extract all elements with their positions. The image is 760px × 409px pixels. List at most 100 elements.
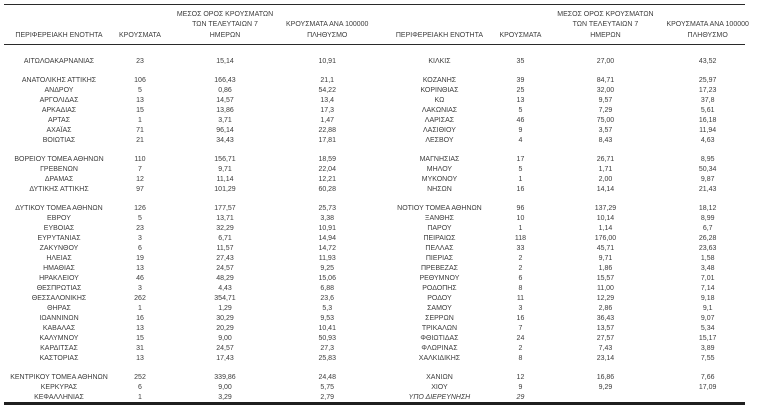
per-100k-cell: 43,52 xyxy=(698,58,717,65)
cases-cell: 16 xyxy=(516,315,525,322)
per-100k-cell: 15,17 xyxy=(698,335,717,342)
per-100k-cell: 6,7 xyxy=(702,225,713,232)
region-cell: ΕΥΒΟΙΑΣ xyxy=(43,225,75,232)
per-100k-cell: 23,6 xyxy=(320,295,335,302)
avg-7day-cell: 6,71 xyxy=(218,235,232,242)
per-100k-cell: 25,73 xyxy=(318,205,336,212)
region-cell: ΚΕΦΑΛΛΗΝΙΑΣ xyxy=(34,394,84,401)
per-100k-cell: 17,3 xyxy=(320,107,335,114)
region-cell: ΞΑΝΘΗΣ xyxy=(424,215,454,222)
avg-7day-cell: 9,29 xyxy=(598,384,613,391)
table-row: ΑΧΑΪΑΣ 71 96,14 22,88 xyxy=(2,126,368,136)
region-cell: ΑΡΚΑΔΙΑΣ xyxy=(41,107,77,114)
per-100k-cell: 24,48 xyxy=(318,374,336,381)
cases-cell: 2 xyxy=(518,345,523,352)
region-cell: ΣΕΡΡΩΝ xyxy=(425,315,454,322)
table-row: ΚΙΛΚΙΣ 35 27,00 43,52 xyxy=(382,44,748,67)
per-100k-cell: 3,89 xyxy=(700,345,715,352)
avg-7day-cell: 11,57 xyxy=(216,245,234,252)
table-row: ΦΛΩΡΙΝΑΣ 2 7,43 3,89 xyxy=(382,344,748,354)
per-100k-cell: 5,3 xyxy=(322,305,333,312)
avg-7day-cell: 8,43 xyxy=(598,137,613,144)
avg-7day-cell: 24,57 xyxy=(216,265,234,272)
table-row: ΕΒΡΟΥ 5 13,71 3,38 xyxy=(2,214,368,224)
spacer-row xyxy=(2,146,368,155)
avg-7day-cell: 177,57 xyxy=(214,205,236,212)
per-100k-cell: 22,88 xyxy=(318,127,336,134)
cases-cell: 71 xyxy=(136,127,144,134)
avg-7day-cell: 96,14 xyxy=(216,127,234,134)
table-row: ΔΡΑΜΑΣ 12 11,14 12,21 xyxy=(2,175,368,185)
tables-container: ΠΕΡΙΦΕΡΕΙΑΚΗ ΕΝΟΤΗΤΑ ΚΡΟΥΣΜΑΤΑ ΜΕΣΟΣ ΟΡΟ… xyxy=(2,8,749,403)
avg-7day-cell: 13,57 xyxy=(596,325,615,332)
region-cell: ΕΒΡΟΥ xyxy=(47,215,71,222)
cases-cell: 13 xyxy=(516,97,525,104)
avg-7day-cell: 20,29 xyxy=(216,325,234,332)
table-row: ΗΡΑΚΛΕΙΟΥ 46 48,29 15,06 xyxy=(2,274,368,284)
table-row: ΠΕΛΛΑΣ 33 45,71 23,63 xyxy=(382,244,748,254)
per-100k-cell: 8,99 xyxy=(700,215,715,222)
per-100k-cell: 14,72 xyxy=(318,245,336,252)
cases-cell: 11 xyxy=(516,295,525,302)
region-cell: ΛΑΡΙΣΑΣ xyxy=(424,117,455,124)
region-cell: ΔΥΤΙΚΗΣ ΑΤΤΙΚΗΣ xyxy=(29,186,89,193)
avg-7day-cell: 3,57 xyxy=(598,127,613,134)
table-row: ΠΕΙΡΑΙΩΣ 118 176,00 26,28 xyxy=(382,234,748,244)
avg-7day-cell: 9,57 xyxy=(598,97,613,104)
per-100k-cell: 10,91 xyxy=(318,225,336,232)
avg-7day-cell: 27,43 xyxy=(216,255,234,262)
table-row: ΒΟΙΩΤΙΑΣ 21 34,43 17,81 xyxy=(2,136,368,146)
cases-cell: 10 xyxy=(516,215,525,222)
avg-7day-cell: 2,00 xyxy=(598,176,613,183)
cases-cell: 33 xyxy=(516,245,525,252)
cases-cell: 15 xyxy=(136,107,144,114)
region-cell: ΧΙΟΥ xyxy=(431,384,448,391)
cases-cell: 46 xyxy=(136,275,144,282)
cases-cell: 3 xyxy=(138,285,142,292)
region-cell: ΝΟΤΙΟΥ ΤΟΜΕΑ ΑΘΗΝΩΝ xyxy=(397,205,482,212)
cases-header: ΚΡΟΥΣΜΑΤΑ xyxy=(119,31,161,39)
region-cell: ΧΑΝΙΩΝ xyxy=(426,374,453,381)
cases-cell: 6 xyxy=(518,275,523,282)
spacer-cell xyxy=(382,67,748,76)
region-header: ΠΕΡΙΦΕΡΕΙΑΚΗ ΕΝΟΤΗΤΑ xyxy=(15,31,103,39)
table-row: ΠΙΕΡΙΑΣ 2 9,71 1,58 xyxy=(382,254,748,264)
per-100k-cell: 10,41 xyxy=(318,325,336,332)
spacer-row xyxy=(2,364,368,373)
cases-cell: 1 xyxy=(138,394,142,401)
region-cell: ΙΩΑΝΝΙΝΩΝ xyxy=(39,315,79,322)
avg-7day-cell: 2,86 xyxy=(598,305,613,312)
table-row: ΚΕΝΤΡΙΚΟΥ ΤΟΜΕΑ ΑΘΗΝΩΝ 252 339,86 24,48 xyxy=(2,373,368,383)
table-row: ΧΑΛΚΙΔΙΚΗΣ 8 23,14 7,55 xyxy=(382,354,748,364)
cases-cell: 262 xyxy=(134,295,146,302)
table-row: ΗΜΑΘΙΑΣ 13 24,57 9,25 xyxy=(2,264,368,274)
avg-7day-cell: 14,14 xyxy=(596,186,615,193)
avg-7day-cell: 4,43 xyxy=(218,285,232,292)
per-100k-cell: 9,07 xyxy=(700,315,715,322)
table-body-right: ΚΙΛΚΙΣ 35 27,00 43,52 ΚΟΖΑΝΗΣ 39 84,71 25,97 ΚΟΡ… xyxy=(382,44,748,403)
region-cell: ΡΕΘΥΜΝΟΥ xyxy=(419,275,460,282)
avg-7day-cell: 156,71 xyxy=(214,156,236,163)
avg-7day-cell: 32,29 xyxy=(216,225,234,232)
cases-cell: 6 xyxy=(138,384,142,391)
cases-cell: 8 xyxy=(518,285,523,292)
table-row: ΚΕΦΑΛΛΗΝΙΑΣ 1 3,29 2,79 xyxy=(2,393,368,403)
per-100k-cell: 21,43 xyxy=(698,186,717,193)
cases-cell: 8 xyxy=(518,355,523,362)
region-cell: ΑΧΑΪΑΣ xyxy=(46,127,72,134)
spacer-row xyxy=(382,67,748,76)
cases-cell: 46 xyxy=(516,117,525,124)
per-100k-cell: 13,4 xyxy=(320,97,335,104)
cases-cell: 1 xyxy=(138,117,142,124)
cases-cell: 31 xyxy=(136,345,144,352)
avg-7day-cell: 13,71 xyxy=(216,215,234,222)
region-cell: ΦΘΙΩΤΙΔΑΣ xyxy=(420,335,459,342)
table-row: ΚΩ 13 9,57 37,8 xyxy=(382,96,748,106)
avg-7day-cell: 45,71 xyxy=(596,245,615,252)
avg-7day-cell: 34,43 xyxy=(216,137,234,144)
table-row: ΦΘΙΩΤΙΔΑΣ 24 27,57 15,17 xyxy=(382,334,748,344)
table-row: ΑΝΔΡΟΥ 5 0,86 54,22 xyxy=(2,86,368,96)
cases-cell: 16 xyxy=(516,186,525,193)
table-row: ΕΥΒΟΙΑΣ 23 32,29 10,91 xyxy=(2,224,368,234)
avg-7day-cell: 9,71 xyxy=(598,255,613,262)
